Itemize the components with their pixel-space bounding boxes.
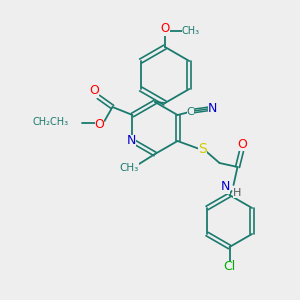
- Text: S: S: [198, 142, 207, 156]
- Text: N: N: [208, 103, 217, 116]
- Text: O: O: [89, 85, 99, 98]
- Text: O: O: [94, 118, 104, 130]
- Text: N: N: [221, 181, 230, 194]
- Text: Cl: Cl: [224, 260, 236, 274]
- Text: CH₃: CH₃: [119, 163, 139, 173]
- Text: O: O: [238, 137, 248, 151]
- Text: O: O: [160, 22, 169, 35]
- Text: CH₃: CH₃: [182, 26, 200, 36]
- Text: H: H: [233, 188, 242, 198]
- Text: C: C: [187, 107, 194, 117]
- Text: CH₂CH₃: CH₂CH₃: [32, 117, 68, 127]
- Text: N: N: [127, 134, 136, 148]
